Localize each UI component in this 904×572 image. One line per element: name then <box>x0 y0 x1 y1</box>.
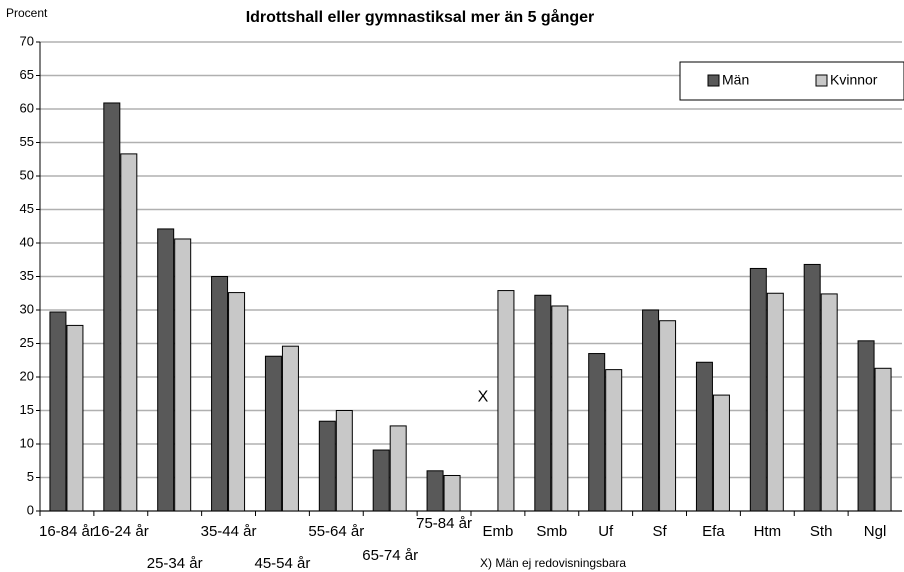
bar <box>426 470 444 512</box>
y-tick-label: 60 <box>20 100 34 115</box>
y-tick-label: 40 <box>20 234 34 249</box>
y-tick-label: 45 <box>20 201 34 216</box>
chart-title: Idrottshall eller gymnastiksal mer än 5 … <box>246 8 595 26</box>
x-tick-label: 25-34 år <box>147 555 203 572</box>
bar <box>857 340 875 512</box>
bar <box>264 355 282 512</box>
x-tick-label: 55-64 år <box>308 523 364 540</box>
y-tick-label: 25 <box>20 335 34 350</box>
x-tick-label: 16-84 år <box>39 523 95 540</box>
bar <box>712 394 730 512</box>
bar <box>120 153 138 512</box>
x-tick-label: Efa <box>702 523 725 540</box>
bar <box>605 369 623 512</box>
bar <box>642 309 660 512</box>
bar <box>335 410 353 512</box>
annotation: X <box>478 388 489 405</box>
y-tick-label: 0 <box>27 502 34 517</box>
x-tick-label: 45-54 år <box>255 555 311 572</box>
x-tick-label: 35-44 år <box>201 523 257 540</box>
bar <box>318 420 336 512</box>
y-tick-label: 5 <box>27 469 34 484</box>
y-tick-label: 55 <box>20 134 34 149</box>
bar <box>749 267 767 512</box>
legend-swatch <box>815 74 828 87</box>
x-tick-label: Ngl <box>864 523 887 540</box>
y-tick-label: 20 <box>20 368 34 383</box>
bar <box>497 290 515 512</box>
bar <box>103 102 121 512</box>
x-tick-label: Htm <box>754 523 782 540</box>
footnote: X) Män ej redovisningsbara <box>480 556 626 570</box>
x-tick-label: Emb <box>483 523 514 540</box>
bar <box>820 293 838 512</box>
legend-swatch <box>707 74 720 87</box>
y-tick-label: 70 <box>20 33 34 48</box>
bar <box>766 292 784 512</box>
bar <box>389 425 407 512</box>
bar <box>588 353 606 512</box>
bar <box>534 294 552 512</box>
y-tick-label: 10 <box>20 435 34 450</box>
bar <box>695 361 713 512</box>
y-tick-label: 35 <box>20 268 34 283</box>
bar <box>659 320 677 512</box>
x-tick-label: 75-84 år <box>416 515 472 532</box>
y-tick-label: 30 <box>20 301 34 316</box>
y-tick-label: 15 <box>20 402 34 417</box>
x-tick-label: Uf <box>598 523 614 540</box>
bar <box>174 238 192 512</box>
legend-label: Kvinnor <box>830 72 878 88</box>
y-tick-label: 65 <box>20 67 34 82</box>
y-tick-label: 50 <box>20 167 34 182</box>
legend-label: Män <box>722 72 749 88</box>
bar <box>211 276 229 512</box>
bar <box>443 474 461 512</box>
bar <box>157 228 175 512</box>
bar <box>228 292 246 512</box>
bar <box>803 263 821 512</box>
bar <box>66 324 84 512</box>
x-tick-label: Smb <box>536 523 567 540</box>
y-axis-label: Procent <box>6 6 48 20</box>
bar <box>372 449 390 512</box>
x-tick-label: 65-74 år <box>362 547 418 564</box>
bar <box>551 305 569 512</box>
x-tick-label: Sth <box>810 523 833 540</box>
x-tick-label: Sf <box>652 523 667 540</box>
bar <box>49 311 67 512</box>
x-tick-label: 16-24 år <box>93 523 149 540</box>
bar <box>874 367 892 512</box>
bar <box>281 345 299 512</box>
